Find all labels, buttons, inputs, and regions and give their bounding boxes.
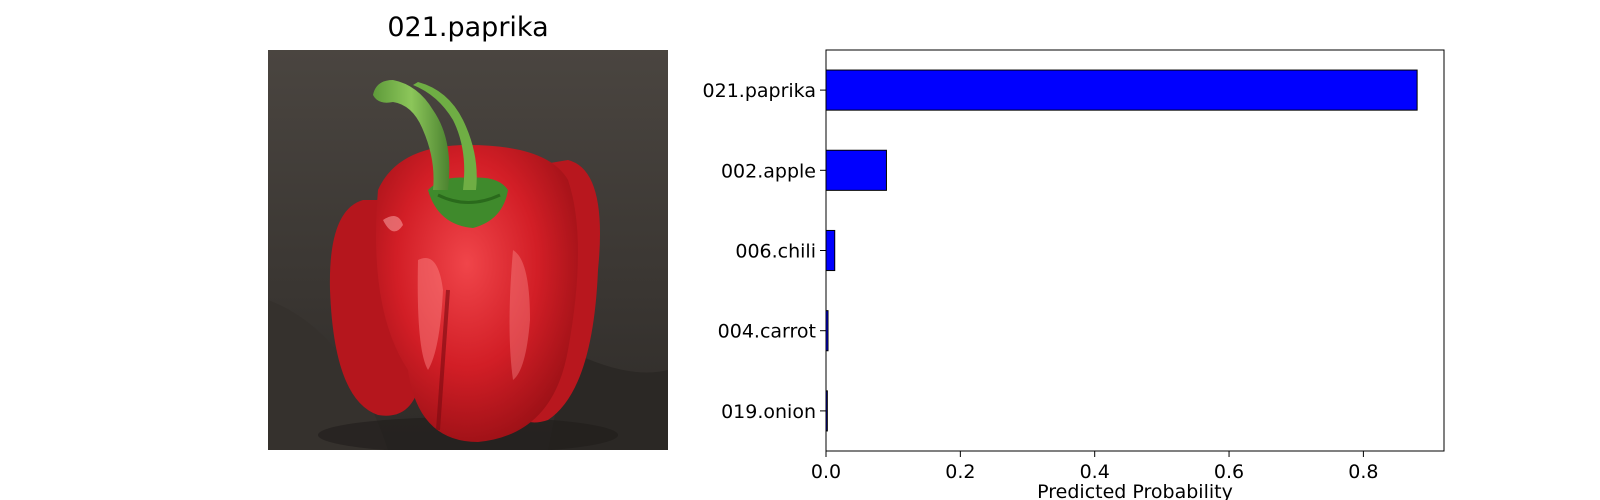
bar-006-chili [825,229,836,272]
bar-019-onion [825,390,828,432]
x-axis-label: Predicted Probability [1037,481,1233,500]
bar-002-apple [825,149,887,191]
y-tick-label: 002.apple [721,160,816,182]
red-bell-pepper-photo [268,50,668,450]
x-tick-label: 0.6 [1214,461,1244,483]
ticks-layer: 021.paprika 002.apple 006.chili 004.carrot 0… [703,80,1379,483]
bar-021-paprika [825,69,1418,111]
y-tick-label: 021.paprika [703,80,816,102]
bars-layer [825,69,1418,432]
y-tick-label: 019.onion [721,401,816,423]
x-tick-label: 0.2 [945,461,975,483]
bar-004-carrot [825,310,829,352]
x-tick-label: 0.8 [1348,461,1378,483]
plot-area [825,49,1445,452]
y-tick-label: 004.carrot [718,321,816,343]
x-tick-label: 0.4 [1080,461,1110,483]
x-tick-label: 0.0 [811,461,841,483]
y-tick-label: 006.chili [735,241,816,263]
image-title: 021.paprika [387,12,549,43]
